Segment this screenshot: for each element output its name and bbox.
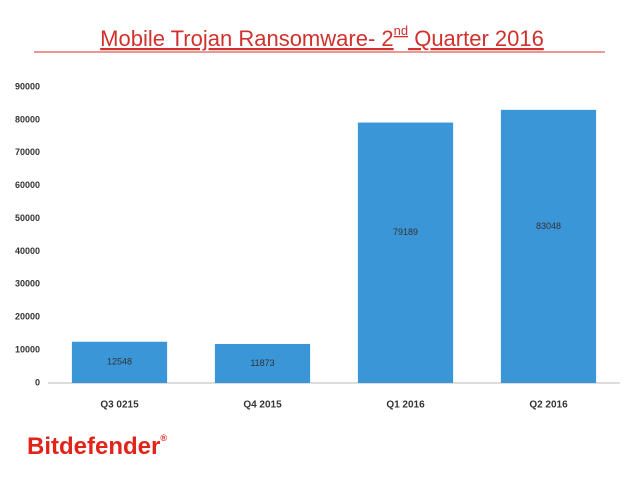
brand-logo: Bitdefender®	[27, 433, 167, 460]
y-tick-label: 0	[35, 377, 40, 387]
value-label: 11873	[250, 358, 274, 368]
title-superscript: nd	[394, 23, 408, 38]
title-part: Quarter 2016	[408, 26, 544, 51]
bar	[500, 109, 597, 384]
x-tick-label: Q4 2015	[243, 400, 282, 411]
brand-mark: ®	[160, 433, 167, 443]
value-label: 12548	[107, 357, 132, 367]
bar	[214, 343, 311, 383]
brand-name: Bitdefender	[27, 433, 160, 460]
y-tick-label: 10000	[15, 344, 40, 354]
chart-title: Mobile Trojan Ransomware- 2nd Quarter 20…	[100, 23, 544, 50]
bar	[71, 341, 168, 383]
y-tick-label: 60000	[15, 180, 40, 190]
title-part: Mobile Trojan Ransomware- 2	[100, 26, 393, 51]
y-tick-label: 70000	[15, 147, 40, 157]
y-tick-label: 90000	[15, 81, 40, 91]
value-label: 83048	[536, 221, 561, 231]
x-tick-label: Q1 2016	[386, 400, 425, 411]
value-label: 79189	[393, 227, 418, 237]
x-tick-label: Q3 0215	[100, 400, 139, 411]
y-tick-label: 50000	[15, 213, 40, 223]
x-tick-label: Q2 2016	[529, 400, 568, 411]
bar	[357, 122, 454, 383]
y-tick-label: 80000	[15, 114, 40, 124]
y-tick-label: 30000	[15, 279, 40, 289]
y-tick-label: 20000	[15, 312, 40, 322]
y-tick-label: 40000	[15, 246, 40, 256]
